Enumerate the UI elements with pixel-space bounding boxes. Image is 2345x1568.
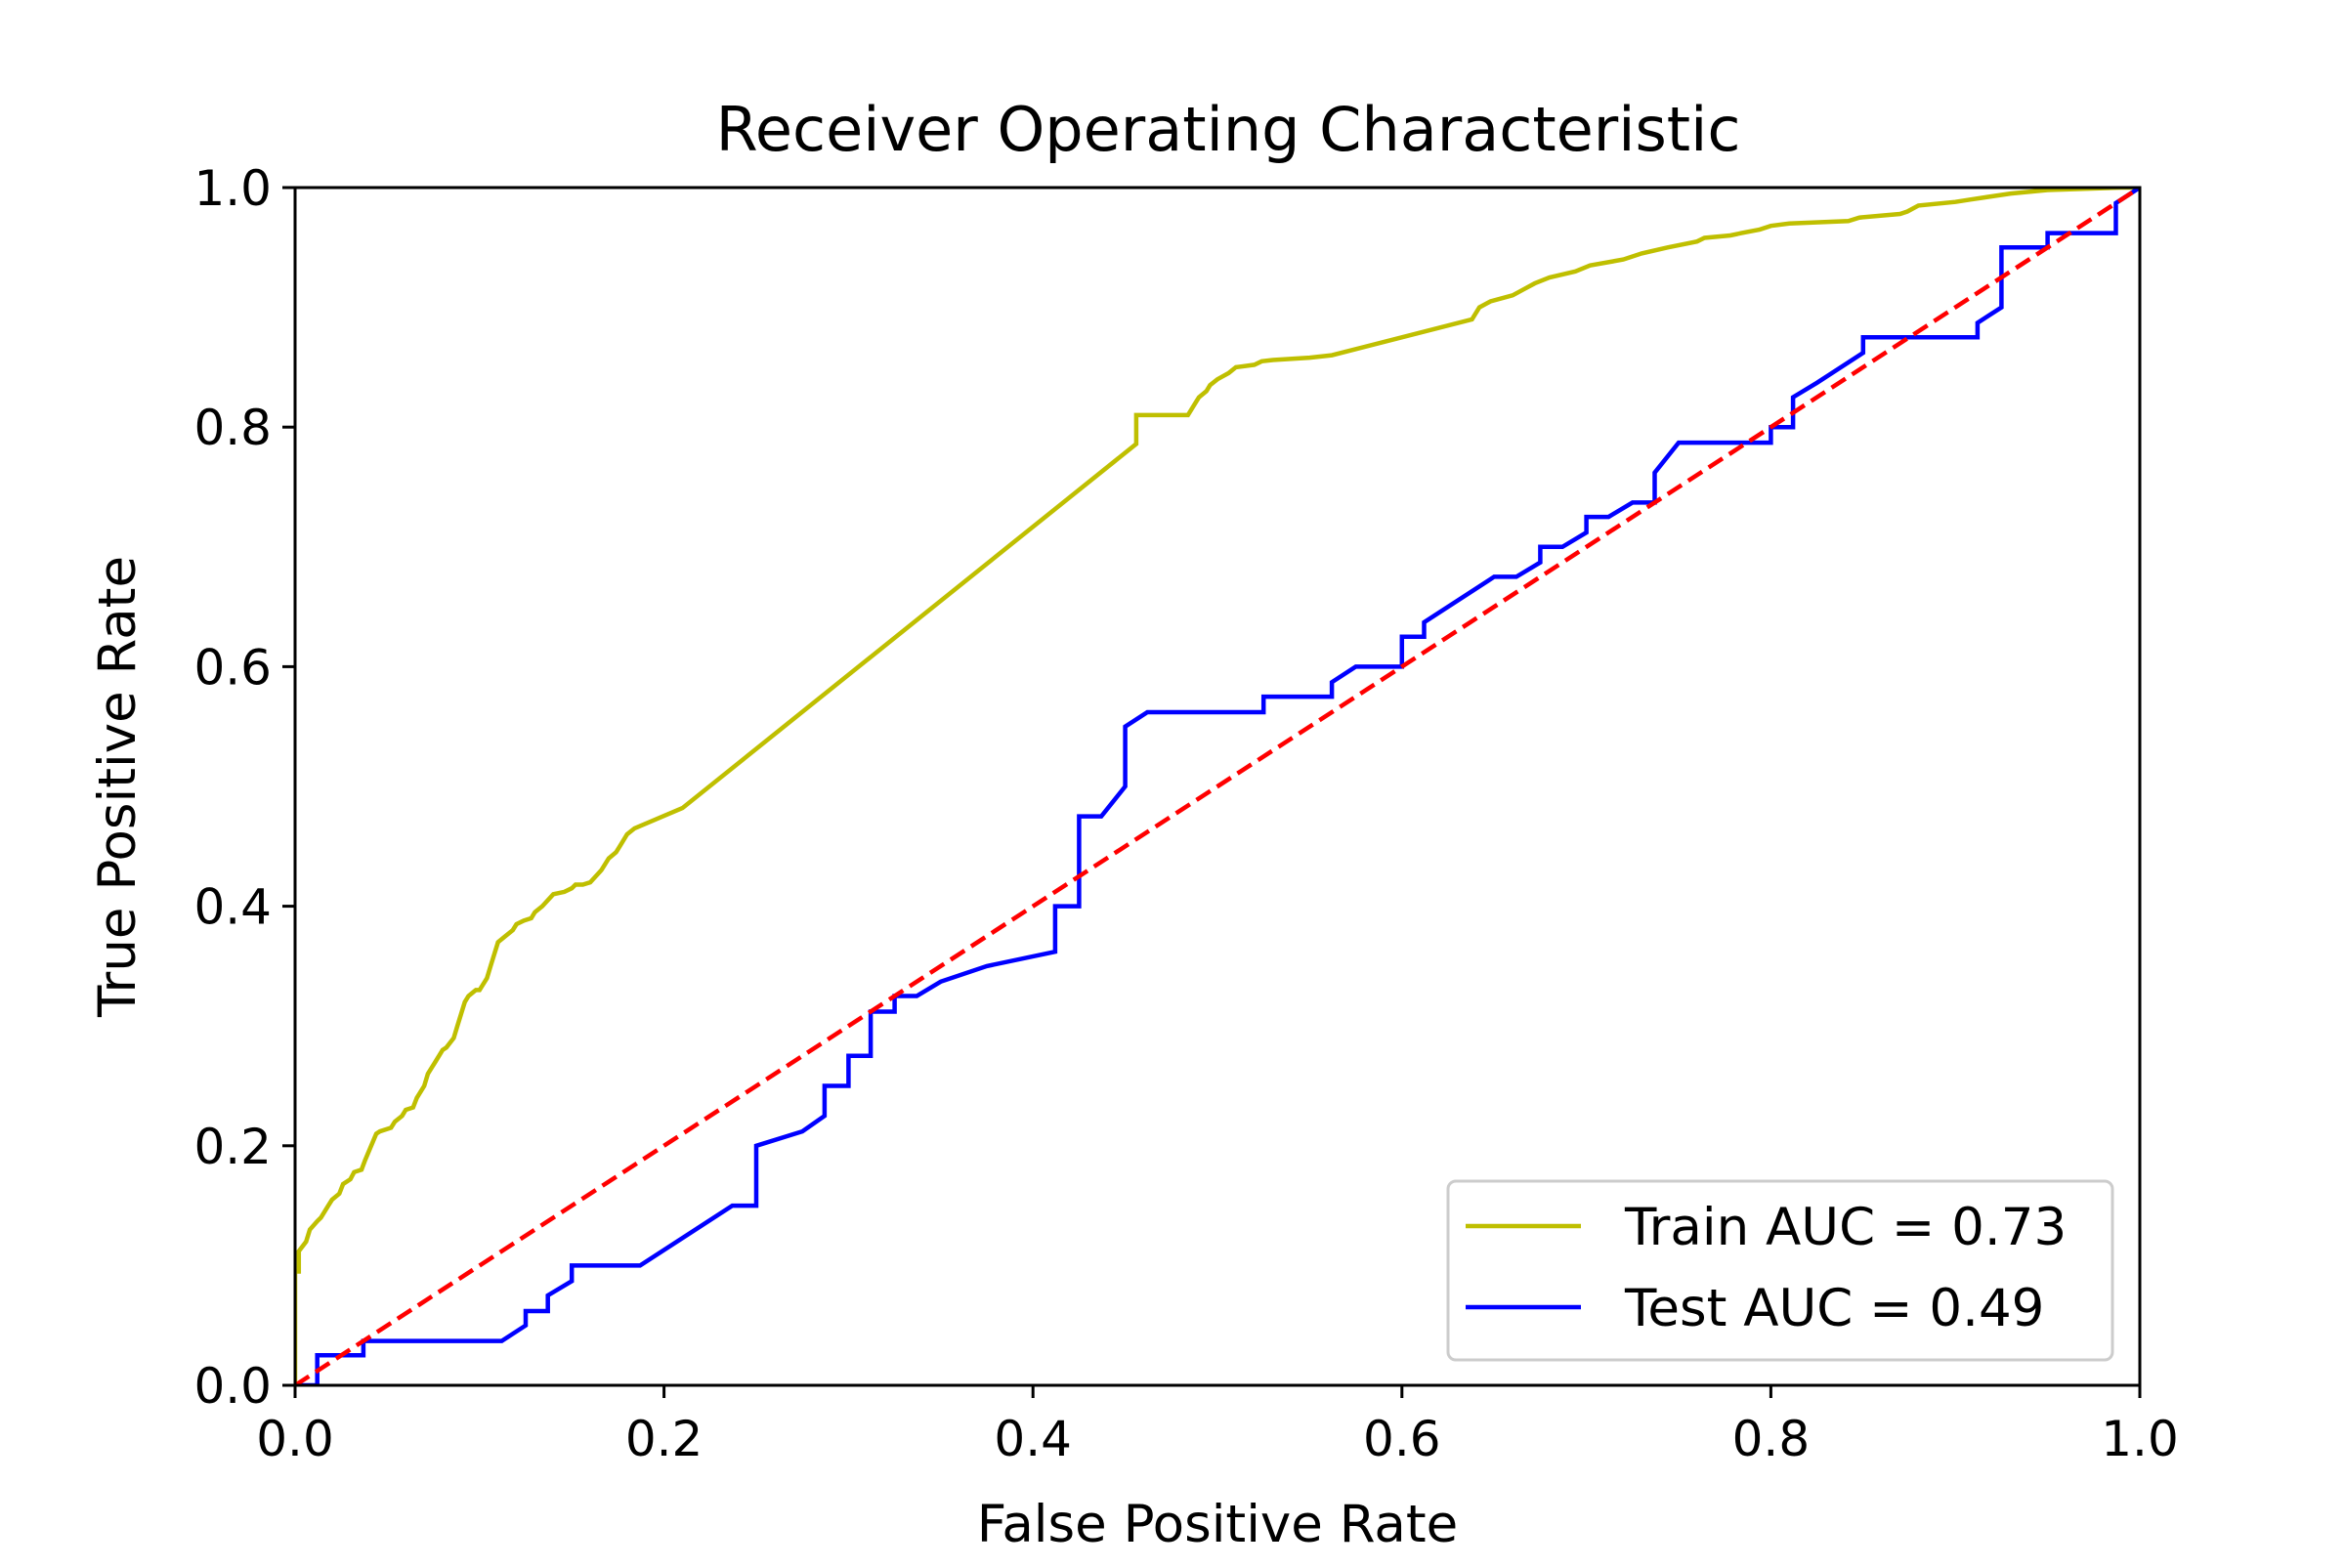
x-tick-label: 0.8	[1732, 1411, 1811, 1467]
y-tick-label: 0.8	[193, 400, 272, 456]
x-axis: 0.0 0.2 0.4 0.6 0.8 1.0	[256, 1385, 2179, 1467]
legend: Train AUC = 0.73 Test AUC = 0.49	[1446, 1179, 2114, 1362]
series-line-train	[295, 188, 2140, 1385]
y-axis-label: True Positive Rate	[88, 556, 148, 1018]
x-tick-label: 1.0	[2101, 1411, 2179, 1467]
y-tick-label: 0.0	[193, 1358, 272, 1415]
series-line-test	[295, 188, 2140, 1385]
legend-box	[1446, 1179, 2114, 1362]
x-axis-label: False Positive Rate	[977, 1495, 1459, 1554]
legend-label-train: Train AUC = 0.73	[1624, 1198, 2067, 1257]
legend-label-test: Test AUC = 0.49	[1624, 1279, 2044, 1338]
y-axis: 0.0 0.2 0.4 0.6 0.8 1.0	[193, 160, 295, 1415]
plot-frame	[293, 186, 2142, 1387]
series-layer	[295, 188, 2140, 1385]
chance-diagonal-line	[295, 188, 2140, 1385]
y-tick-label: 1.0	[193, 160, 272, 217]
x-tick-label: 0.4	[994, 1411, 1072, 1467]
plot-area	[295, 188, 2140, 1385]
y-tick-label: 0.6	[193, 639, 272, 696]
x-tick-label: 0.2	[625, 1411, 704, 1467]
x-tick-label: 0.0	[256, 1411, 334, 1467]
x-tick-label: 0.6	[1363, 1411, 1441, 1467]
y-tick-label: 0.4	[193, 879, 272, 936]
y-tick-label: 0.2	[193, 1119, 272, 1175]
chart-title: Receiver Operating Characteristic	[716, 94, 1741, 165]
